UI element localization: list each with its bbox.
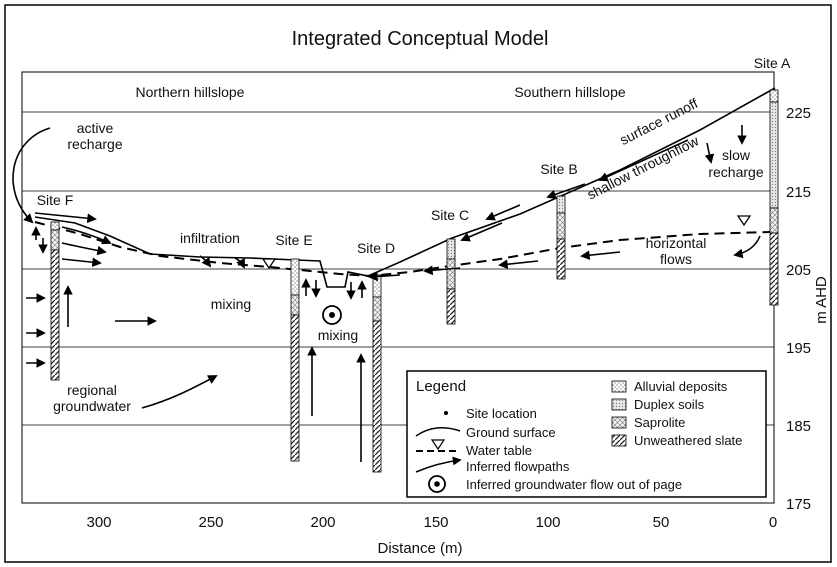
ground-surface-icon [415,426,461,437]
horizontal-flow-arrow [368,271,401,282]
flow-arrow [34,212,97,224]
legend-site-location: Site location [466,406,537,421]
y-tick-label: 195 [786,340,811,357]
duplex-swatch [611,398,627,411]
active-recharge-label: recharge [67,136,122,152]
legend-title: Legend [416,378,466,395]
regional-groundwater-label: groundwater [53,398,131,414]
flow-arrow [733,235,761,259]
slow-recharge-label: slow [722,147,751,163]
y-tick-label: 185 [786,418,811,435]
gw-out-legend-dot [434,481,440,487]
legend-gw-out: Inferred groundwater flow out of page [466,477,682,492]
x-tick-label: 200 [310,514,335,531]
site-d-label: Site D [357,240,395,256]
southern-hillslope-label: Southern hillslope [514,84,626,100]
legend-slate: Unweathered slate [634,433,742,448]
y-tick-label: 215 [786,184,811,201]
y-tick-label: 175 [786,496,811,513]
borehole-site-d [372,274,382,473]
flowpath-icon [415,456,462,473]
x-tick-label: 0 [769,514,777,531]
inferred-flowpaths [12,125,761,462]
x-tick-label: 150 [423,514,448,531]
legend-water-table: Water table [466,443,532,458]
y-tick-label: 225 [786,105,811,122]
northern-hillslope-label: Northern hillslope [136,84,245,100]
site-a-label: Site A [754,55,791,71]
water-table-marker-icon [736,215,752,227]
mixing-label-left: mixing [211,296,251,312]
regional-flow-arrow [141,375,218,409]
flow-arrow [460,222,503,242]
site-e-label: Site E [275,232,312,248]
water-table-triangle-icon [430,439,446,451]
chart-title: Integrated Conceptual Model [292,28,549,50]
site-location-icon [444,411,448,415]
legend-ground-surface: Ground surface [466,425,556,440]
flow-arrow [199,255,212,268]
borehole-site-a [769,89,779,306]
y-axis: 225 215 205 195 185 175 [786,105,811,513]
y-axis-label: m AHD [813,276,830,324]
saprolite-swatch [611,416,627,429]
horizontal-flow-arrow [498,259,539,269]
slate-swatch [611,434,627,447]
borehole-site-f [50,221,60,381]
gw-out-of-page-dot [329,312,335,318]
legend-duplex: Duplex soils [634,397,705,412]
flow-arrow [546,183,586,199]
x-tick-label: 50 [653,514,670,531]
x-tick-label: 250 [198,514,223,531]
active-recharge-arrow [12,127,51,224]
borehole-site-e [290,258,300,462]
site-f-label: Site F [37,192,74,208]
borehole-site-c [446,238,456,325]
horizontal-flows-label: flows [660,251,692,267]
flow-arrow [61,242,107,256]
borehole-site-b [556,195,566,280]
infiltration-label: infiltration [180,230,240,246]
horizontal-flow-arrow [423,265,461,276]
legend-box [406,370,767,498]
y-tick-label: 205 [786,262,811,279]
x-tick-label: 100 [535,514,560,531]
ground-surface-line [34,87,776,288]
water-table-line [34,221,771,278]
regional-groundwater-label: regional [67,382,117,398]
horizontal-flows-label: horizontal [646,235,707,251]
gridlines [22,111,774,426]
water-table-marker-icon [261,258,277,270]
flow-arrow [61,226,112,245]
flow-arrow [61,257,102,267]
boreholes [50,89,779,473]
mixing-label-center: mixing [318,327,358,343]
legend-flowpaths: Inferred flowpaths [466,459,570,474]
site-b-label: Site B [540,161,577,177]
legend-saprolite: Saprolite [634,415,685,430]
surface-runoff-arrow [598,139,689,182]
horizontal-flow-arrow [580,250,621,260]
legend-alluvial: Alluvial deposits [634,379,728,394]
site-c-label: Site C [431,207,469,223]
alluvial-swatch [611,380,627,393]
slow-recharge-arrow [704,142,715,164]
flow-arrow [485,204,521,221]
active-recharge-label: active [77,120,114,136]
x-tick-label: 300 [86,514,111,531]
legend: Legend Site location Ground surface Wate… [406,370,767,498]
slow-recharge-label: recharge [708,164,763,180]
flow-arrow [234,257,245,269]
x-axis-label: Distance (m) [377,540,462,557]
x-axis: 300 250 200 150 100 50 0 [86,514,777,531]
